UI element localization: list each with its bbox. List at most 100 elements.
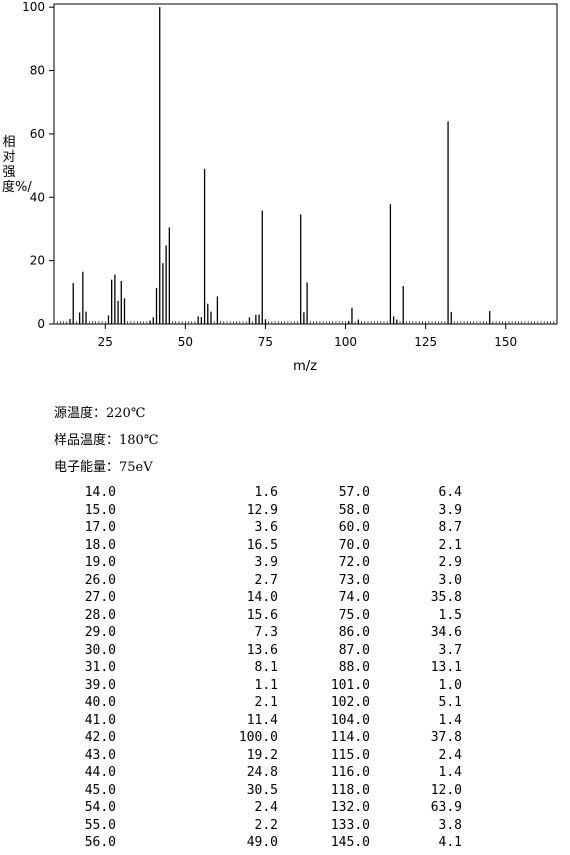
peak-intensity: 2.1 [438, 537, 462, 553]
peak-mz: 87.0 [338, 642, 370, 658]
peak-row-left: 54.0 2.4 [70, 799, 278, 817]
peak-mz: 72.0 [338, 555, 370, 570]
peak-row-right: 114.0 37.8 [316, 729, 462, 747]
peak-mz: 17.0 [84, 520, 116, 535]
peak-row-right: 70.0 2.1 [316, 537, 462, 555]
peak-intensity: 14.0 [246, 590, 278, 605]
peak-intensity: 24.8 [246, 765, 278, 780]
peak-row-left: 55.0 2.2 [70, 817, 278, 835]
peak-mz: 86.0 [338, 625, 370, 640]
source-temperature-value: 220℃ [106, 406, 146, 421]
peak-mz: 44.0 [84, 765, 116, 780]
peak-mz: 58.0 [338, 502, 370, 518]
peak-intensity: 1.5 [438, 607, 462, 623]
peak-intensity: 34.6 [430, 625, 462, 640]
peak-mz: 45.0 [84, 782, 116, 798]
peak-intensity: 16.5 [246, 537, 278, 553]
x-tick-label: 125 [414, 335, 437, 349]
peak-mz: 15.0 [84, 502, 116, 518]
peak-intensity: 3.7 [438, 642, 462, 658]
mass-spectrum-chart: 25 50 75 100 125 150 0 20 40 60 80 100 m/z [22, 0, 558, 374]
peak-row-right: 86.0 34.6 [316, 624, 462, 642]
peak-intensity: 2.1 [254, 695, 278, 710]
peak-intensity: 11.4 [246, 712, 278, 728]
peak-mz: 73.0 [338, 572, 370, 588]
peak-mz: 118.0 [330, 782, 370, 798]
peak-intensity: 3.8 [438, 817, 462, 833]
sample-temperature-label: 样品温度： [54, 433, 120, 448]
y-tick-label: 60 [30, 127, 45, 141]
spectrum-bars [69, 7, 491, 324]
x-tick-label: 150 [494, 335, 517, 349]
peak-mz: 42.0 [84, 730, 116, 745]
peak-mz: 133.0 [330, 817, 370, 833]
peak-intensity: 1.4 [438, 765, 462, 780]
peak-row-right: 115.0 2.4 [316, 747, 462, 765]
peak-mz: 30.0 [84, 642, 116, 658]
peak-mz: 14.0 [84, 485, 116, 500]
peak-row-left: 45.0 30.5 [70, 782, 278, 800]
peak-mz: 88.0 [338, 660, 370, 675]
peak-table-left: 14.0 1.6 15.0 12.9 17.0 3.6 18.0 16.5 19.0 3.9 26.… [70, 484, 278, 852]
peak-mz: 40.0 [84, 695, 116, 710]
peak-intensity: 2.4 [438, 747, 462, 763]
peak-intensity: 3.9 [254, 555, 278, 570]
peak-row-right: 133.0 3.8 [316, 817, 462, 835]
peak-row-right: 145.0 4.1 [316, 834, 462, 852]
sample-temperature: 样品温度：180℃ [54, 429, 158, 448]
peak-intensity: 1.1 [254, 677, 278, 693]
peak-row-left: 43.0 19.2 [70, 747, 278, 765]
peak-row-right: 88.0 13.1 [316, 659, 462, 677]
peak-row-left: 40.0 2.1 [70, 694, 278, 712]
peak-intensity: 12.0 [430, 782, 462, 798]
peak-intensity: 37.8 [430, 730, 462, 745]
peak-intensity: 63.9 [430, 800, 462, 815]
peak-row-left: 31.0 8.1 [70, 659, 278, 677]
peak-row-right: 60.0 8.7 [316, 519, 462, 537]
peak-mz: 145.0 [330, 835, 370, 850]
peak-row-left: 39.0 1.1 [70, 677, 278, 695]
x-tick-label: 100 [334, 335, 357, 349]
peak-mz: 31.0 [84, 660, 116, 675]
peak-row-left: 19.0 3.9 [70, 554, 278, 572]
peak-intensity: 1.0 [438, 677, 462, 693]
y-tick-label: 100 [22, 0, 45, 14]
peak-mz: 102.0 [330, 695, 370, 710]
peak-mz: 115.0 [330, 747, 370, 763]
peak-mz: 70.0 [338, 537, 370, 553]
peak-intensity: 3.9 [438, 502, 462, 518]
sample-temperature-value: 180℃ [119, 433, 159, 448]
peak-row-left: 41.0 11.4 [70, 712, 278, 730]
y-tick-label: 0 [37, 317, 45, 331]
peak-mz: 74.0 [338, 590, 370, 605]
peak-intensity: 2.4 [254, 800, 278, 815]
peak-row-right: 75.0 1.5 [316, 607, 462, 625]
peak-row-right: 72.0 2.9 [316, 554, 462, 572]
peak-intensity: 100.0 [238, 730, 278, 745]
peak-row-right: 116.0 1.4 [316, 764, 462, 782]
peak-intensity: 3.0 [438, 572, 462, 588]
peak-mz: 28.0 [84, 607, 116, 623]
peak-row-right: 58.0 3.9 [316, 502, 462, 520]
peak-row-left: 28.0 15.6 [70, 607, 278, 625]
peak-intensity: 4.1 [438, 835, 462, 850]
peak-intensity: 2.7 [254, 572, 278, 588]
peak-mz: 55.0 [84, 817, 116, 833]
peak-row-left: 27.0 14.0 [70, 589, 278, 607]
peak-intensity: 12.9 [246, 502, 278, 518]
x-axis-label: m/z [293, 359, 317, 374]
peak-mz: 56.0 [84, 835, 116, 850]
peak-intensity: 1.6 [254, 485, 278, 500]
peak-row-right: 73.0 3.0 [316, 572, 462, 590]
peak-row-right: 57.0 6.4 [316, 484, 462, 502]
peak-mz: 27.0 [84, 590, 116, 605]
y-tick-label: 40 [30, 190, 45, 204]
peak-intensity: 6.4 [438, 485, 462, 500]
peak-row-left: 17.0 3.6 [70, 519, 278, 537]
peak-mz: 60.0 [338, 520, 370, 535]
source-temperature: 源温度：220℃ [54, 402, 145, 421]
peak-intensity: 35.8 [430, 590, 462, 605]
peak-intensity: 30.5 [246, 782, 278, 798]
peak-row-left: 42.0 100.0 [70, 729, 278, 747]
peak-intensity: 13.6 [246, 642, 278, 658]
